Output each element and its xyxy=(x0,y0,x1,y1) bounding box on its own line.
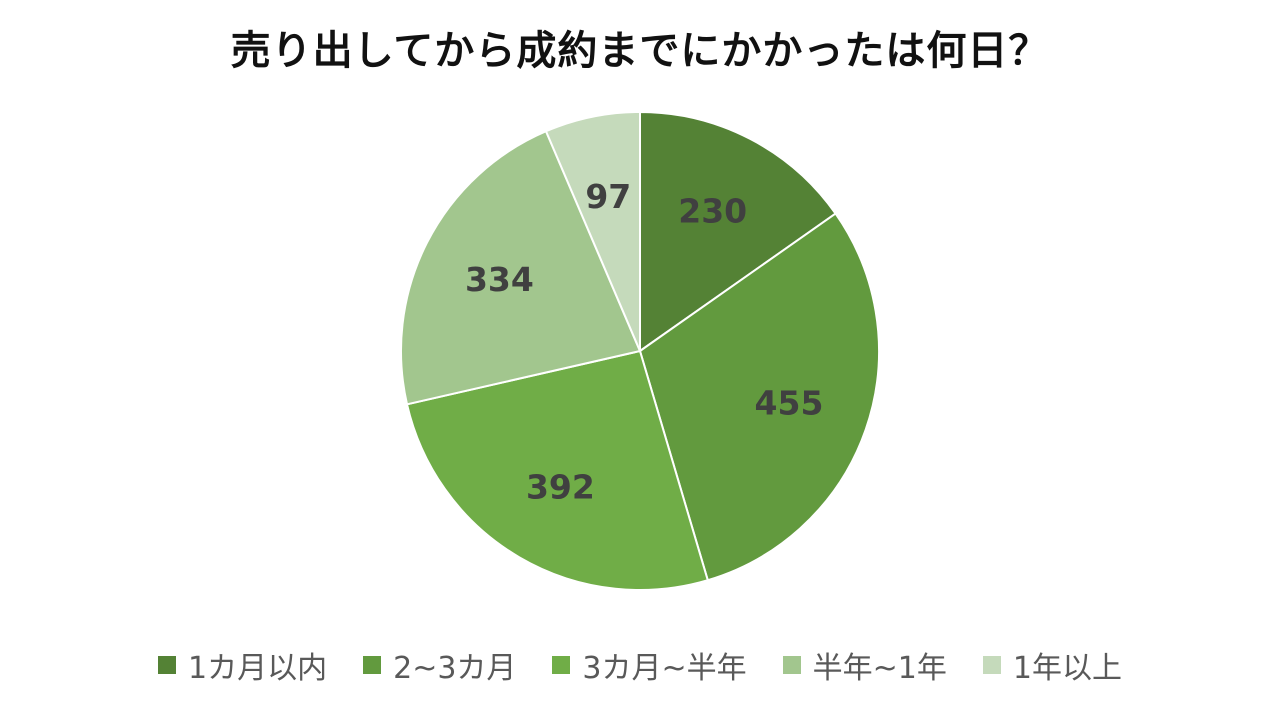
legend-item-2: 2~3カ月 xyxy=(363,643,516,687)
pie-slice-1 xyxy=(639,111,837,352)
legend-label-1: 1カ月以内 xyxy=(188,651,328,686)
data-label-2: 455 xyxy=(755,383,824,422)
legend-item-1: 1カ月以内 xyxy=(158,643,327,687)
pie-slice-3 xyxy=(406,350,709,591)
data-label-3: 392 xyxy=(526,468,595,507)
data-label-1: 230 xyxy=(678,192,747,231)
chart-title: 売り出してから成約までにかかったは何日？ xyxy=(230,28,1050,74)
legend-swatch-1 xyxy=(158,656,177,674)
data-label-4: 334 xyxy=(465,260,534,299)
pie-slice-4 xyxy=(400,130,641,406)
legend-swatch-4 xyxy=(782,656,801,674)
legend-label-3: 3カ月~半年 xyxy=(582,651,747,686)
legend-swatch-5 xyxy=(982,656,1001,674)
pie-data-labels: 230 455 392 334 97 xyxy=(465,177,823,507)
legend-label-5: 1年以上 xyxy=(1012,651,1122,686)
legend-item-3: 3カ月~半年 xyxy=(552,643,747,687)
legend-label-4: 半年~1年 xyxy=(812,651,947,686)
legend-swatch-3 xyxy=(552,656,571,674)
legend-label-2: 2~3カ月 xyxy=(393,651,517,686)
pie-slices xyxy=(400,111,880,591)
pie-slice-5 xyxy=(545,111,641,352)
legend-item-5: 1年以上 xyxy=(982,643,1122,687)
pie-slice-2 xyxy=(639,212,880,582)
legend-item-4: 半年~1年 xyxy=(782,643,947,687)
legend-swatch-2 xyxy=(363,656,382,674)
legend: 1カ月以内 2~3カ月 3カ月~半年 半年~1年 1年以上 xyxy=(0,643,1280,687)
data-label-5: 97 xyxy=(585,177,631,216)
